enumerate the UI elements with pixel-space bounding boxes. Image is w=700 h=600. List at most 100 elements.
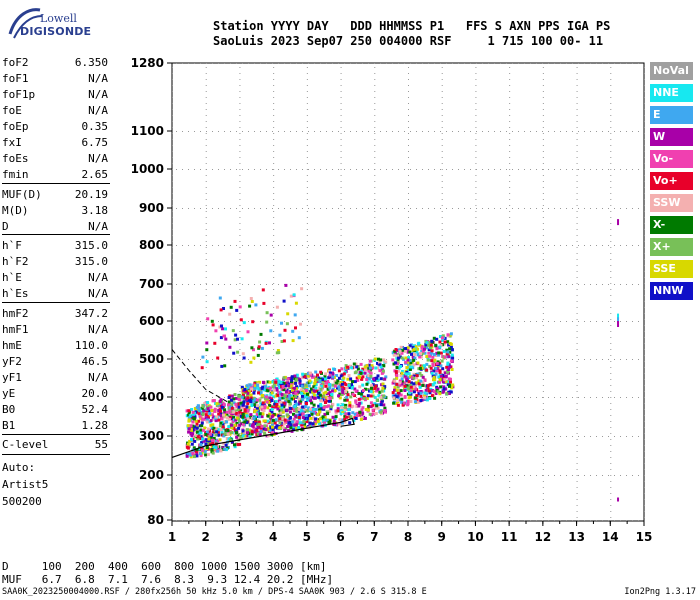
echo-point	[200, 441, 204, 445]
echo-point	[404, 347, 408, 350]
echo-point	[316, 412, 320, 416]
echo-point	[384, 410, 387, 414]
echo-point	[236, 337, 239, 341]
echo-point	[425, 368, 429, 372]
echo-point	[236, 350, 240, 354]
echo-point	[351, 392, 355, 396]
echo-point	[329, 407, 333, 411]
echo-point	[412, 363, 416, 367]
echo-point	[234, 442, 238, 446]
echo-point	[299, 388, 303, 392]
echo-point	[367, 369, 371, 373]
echo-point	[278, 386, 282, 390]
x-tick-label: 1	[168, 530, 176, 544]
echo-point	[305, 409, 309, 413]
echo-point	[233, 338, 237, 342]
echo-point	[312, 411, 316, 415]
true-height-profile	[171, 417, 355, 458]
echo-point	[393, 351, 397, 355]
echo-point	[395, 376, 398, 380]
echo-point	[446, 370, 450, 374]
echo-point	[328, 390, 332, 394]
echo-point	[189, 424, 193, 428]
echo-point	[242, 400, 246, 404]
echo-point	[400, 347, 404, 351]
echo-point	[338, 422, 342, 426]
echo-point	[371, 390, 375, 394]
echo-point	[280, 340, 284, 343]
echo-point	[204, 453, 208, 457]
profile-curves	[171, 349, 355, 458]
echo-point	[190, 442, 194, 446]
echo-point	[436, 387, 440, 391]
echo-point	[343, 414, 347, 418]
muf-row: MUF 6.7 6.8 7.1 7.6 8.3 9.3 12.4 20.2 [M…	[2, 573, 334, 586]
echo-point	[380, 399, 384, 403]
echo-point	[334, 415, 338, 419]
echo-point	[298, 379, 302, 383]
param-name: foEp	[2, 120, 29, 133]
echo-point	[431, 383, 435, 387]
echo-point	[372, 377, 376, 381]
echo-point	[333, 384, 337, 388]
echo-point	[292, 391, 296, 395]
echo-point	[275, 387, 279, 391]
echo-point	[406, 360, 410, 364]
echo-point	[268, 341, 271, 345]
echo-point	[345, 395, 349, 399]
echo-point	[298, 381, 302, 385]
legend-item-noval: NoVal	[650, 62, 693, 80]
echo-point	[349, 415, 353, 419]
echo-point	[238, 410, 242, 414]
echo-point	[232, 397, 236, 401]
echo-point	[412, 358, 416, 362]
echo-point	[278, 409, 282, 413]
echo-point	[237, 394, 241, 398]
echo-point	[207, 434, 211, 438]
echo-point	[435, 337, 439, 341]
param-row-m-d-: M(D) 3.18	[2, 204, 108, 220]
echo-point	[406, 350, 410, 354]
x-tick-label: 7	[370, 530, 378, 544]
echo-point	[291, 426, 295, 430]
echo-point	[350, 383, 353, 386]
echo-point	[414, 387, 417, 391]
echo-point	[427, 352, 431, 355]
echo-point	[292, 417, 296, 421]
echo-point	[351, 384, 355, 388]
echo-point	[222, 307, 225, 310]
param-value: N/A	[88, 88, 108, 101]
echo-point	[230, 431, 234, 434]
echo-point	[252, 391, 256, 395]
echo-point	[334, 411, 338, 415]
echo-point	[222, 427, 226, 431]
echo-point	[238, 305, 242, 309]
echo-point	[266, 419, 270, 423]
echo-point	[409, 400, 413, 403]
echo-point	[258, 340, 262, 344]
echo-point	[393, 349, 397, 353]
echo-point	[345, 415, 348, 419]
param-row-fof1: foF1 N/A	[2, 72, 108, 88]
echo-point	[440, 378, 444, 381]
echo-point	[295, 378, 299, 382]
echo-point	[223, 364, 227, 368]
echo-point	[355, 376, 359, 380]
echo-point	[219, 414, 223, 418]
echo-point	[359, 417, 363, 421]
echo-point	[246, 391, 250, 395]
echo-point	[215, 426, 219, 430]
echo-point	[327, 409, 331, 413]
echo-point	[418, 383, 422, 387]
version-label: Ion2Png 1.3.17	[624, 587, 696, 597]
echo-point	[405, 366, 409, 370]
echo-point	[403, 389, 407, 392]
echo-point	[266, 406, 270, 410]
echo-point	[310, 401, 314, 405]
echo-point	[371, 383, 375, 387]
echo-point	[348, 403, 352, 407]
x-tick-label: 13	[568, 530, 585, 544]
echo-point	[399, 355, 402, 359]
echo-point	[277, 351, 281, 355]
echo-points	[185, 219, 620, 502]
